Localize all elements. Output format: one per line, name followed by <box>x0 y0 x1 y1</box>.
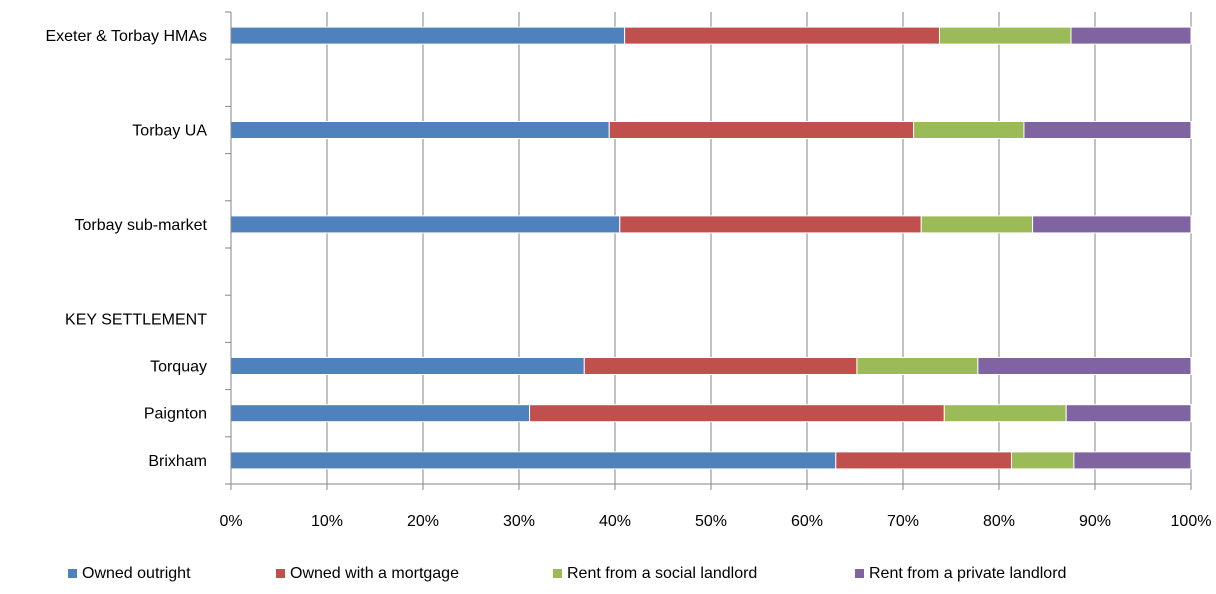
x-tick-label: 100% <box>1171 513 1212 530</box>
category-labels: Exeter & Torbay HMAs Torbay UA Torbay sub-… <box>45 28 207 470</box>
category-label: Torbay sub-market <box>75 217 208 234</box>
bar-segment <box>624 26 940 45</box>
category-label: Exeter & Torbay HMAs <box>45 28 207 45</box>
category-label: Brixham <box>148 453 207 470</box>
legend: Owned outright Owned with a mortgage Rent … <box>68 565 1066 582</box>
x-tick-label: 80% <box>983 513 1015 530</box>
bar-segment <box>608 121 915 139</box>
bar-segment <box>1073 451 1192 470</box>
bar-segment <box>583 357 858 375</box>
bar-segment <box>619 215 922 234</box>
legend-label: Owned with a mortgage <box>290 565 459 582</box>
bar-segment <box>230 357 585 375</box>
x-tick-label: 10% <box>311 513 343 530</box>
axes <box>225 11 1192 490</box>
bar-segment <box>1065 404 1192 423</box>
x-tick-label: 20% <box>407 513 439 530</box>
x-tick-label: 40% <box>599 513 631 530</box>
bar-segment <box>938 26 1072 45</box>
bar-segment <box>1010 451 1075 470</box>
bar-segment <box>920 215 1034 234</box>
x-tick-label: 90% <box>1079 513 1111 530</box>
legend-swatch <box>553 569 562 578</box>
bar-segment <box>856 357 979 375</box>
x-tick-label: 70% <box>887 513 919 530</box>
bar-segment <box>1023 121 1192 139</box>
bar-segment <box>230 121 610 139</box>
category-label: Torbay UA <box>132 123 207 140</box>
bar-segment <box>943 404 1067 423</box>
bar-segment <box>230 451 837 470</box>
bar-segment <box>1032 215 1192 234</box>
bars <box>230 26 1192 470</box>
x-tick-label: 50% <box>695 513 727 530</box>
category-label: KEY SETTLEMENT <box>65 311 207 328</box>
x-tick-labels: 0% 10% 20% 30% 40% 50% 60% 70% 80% 90% 100% <box>219 513 1211 530</box>
bar-segment <box>230 26 626 45</box>
legend-swatch <box>855 569 864 578</box>
x-tick-label: 30% <box>503 513 535 530</box>
bar-segment <box>529 404 945 423</box>
category-label: Paignton <box>144 406 207 423</box>
bar-segment <box>835 451 1012 470</box>
legend-swatch <box>276 569 285 578</box>
legend-label: Rent from a social landlord <box>567 565 757 582</box>
category-label: Torquay <box>150 359 207 376</box>
bar-segment <box>977 357 1192 375</box>
bar-segment <box>913 121 1025 139</box>
x-tick-label: 60% <box>791 513 823 530</box>
legend-label: Rent from a private landlord <box>869 565 1066 582</box>
legend-label: Owned outright <box>82 565 191 582</box>
bar-segment <box>230 404 531 423</box>
bar-segment <box>1070 26 1192 45</box>
bar-segment <box>230 215 621 234</box>
x-tick-label: 0% <box>219 513 242 530</box>
legend-swatch <box>68 569 77 578</box>
